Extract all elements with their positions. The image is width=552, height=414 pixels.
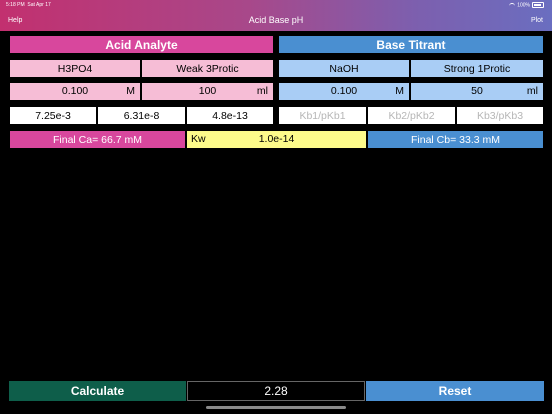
status-right: 100%: [509, 2, 544, 8]
help-button[interactable]: Help: [8, 17, 23, 24]
wifi-icon: [509, 2, 516, 8]
ka1-field[interactable]: 7.25e-3: [9, 106, 97, 125]
acid-analyte-header: Acid Analyte: [9, 35, 274, 54]
kb3-field[interactable]: Kb3/pKb3: [456, 106, 544, 125]
status-time: 5:18 PM: [6, 2, 25, 8]
reset-button[interactable]: Reset: [366, 381, 544, 401]
ka3-field[interactable]: 4.8e-13: [186, 106, 274, 125]
base-concentration-unit: M: [395, 85, 404, 97]
base-type-selector[interactable]: Strong 1Protic: [410, 59, 544, 78]
base-volume-unit: ml: [526, 85, 538, 97]
acid-volume-field[interactable]: 100 ml: [141, 82, 274, 101]
ka2-field[interactable]: 6.31e-8: [97, 106, 186, 125]
status-time-date: 5:18 PM Sat Apr 17: [6, 2, 51, 8]
acid-concentration-value: 0.100: [61, 85, 89, 97]
battery-icon: [532, 2, 544, 8]
page-title: Acid Base pH: [248, 15, 304, 25]
ph-result-display: 2.28: [187, 381, 365, 401]
acid-volume-unit: ml: [256, 85, 268, 97]
battery-percent: 100%: [517, 2, 530, 9]
kb1-field[interactable]: Kb1/pKb1: [278, 106, 367, 125]
base-titrant-header: Base Titrant: [278, 35, 544, 54]
calculate-button[interactable]: Calculate: [9, 381, 186, 401]
plot-button[interactable]: Plot: [530, 17, 543, 24]
kw-value: 1.0e-14: [258, 133, 295, 145]
acid-concentration-unit: M: [126, 85, 135, 97]
base-volume-field[interactable]: 50 ml: [410, 82, 544, 101]
acid-name-selector[interactable]: H3PO4: [9, 59, 141, 78]
base-name-selector[interactable]: NaOH: [278, 59, 410, 78]
final-cb-label: Final Cb= 33.3 mM: [367, 130, 544, 149]
top-bar: 5:18 PM Sat Apr 17 100% Help Acid Base p…: [0, 0, 552, 31]
kw-field[interactable]: Kw 1.0e-14: [186, 130, 367, 149]
status-date: Sat Apr 17: [27, 2, 51, 8]
base-volume-value: 50: [471, 85, 483, 97]
kw-label: Kw: [191, 133, 206, 145]
acid-concentration-field[interactable]: 0.100 M: [9, 82, 141, 101]
acid-type-selector[interactable]: Weak 3Protic: [141, 59, 274, 78]
kb2-field[interactable]: Kb2/pKb2: [367, 106, 456, 125]
home-indicator[interactable]: [206, 406, 346, 409]
final-ca-label: Final Ca= 66.7 mM: [9, 130, 186, 149]
acid-volume-value: 100: [198, 85, 217, 97]
base-concentration-field[interactable]: 0.100 M: [278, 82, 410, 101]
base-concentration-value: 0.100: [330, 85, 358, 97]
